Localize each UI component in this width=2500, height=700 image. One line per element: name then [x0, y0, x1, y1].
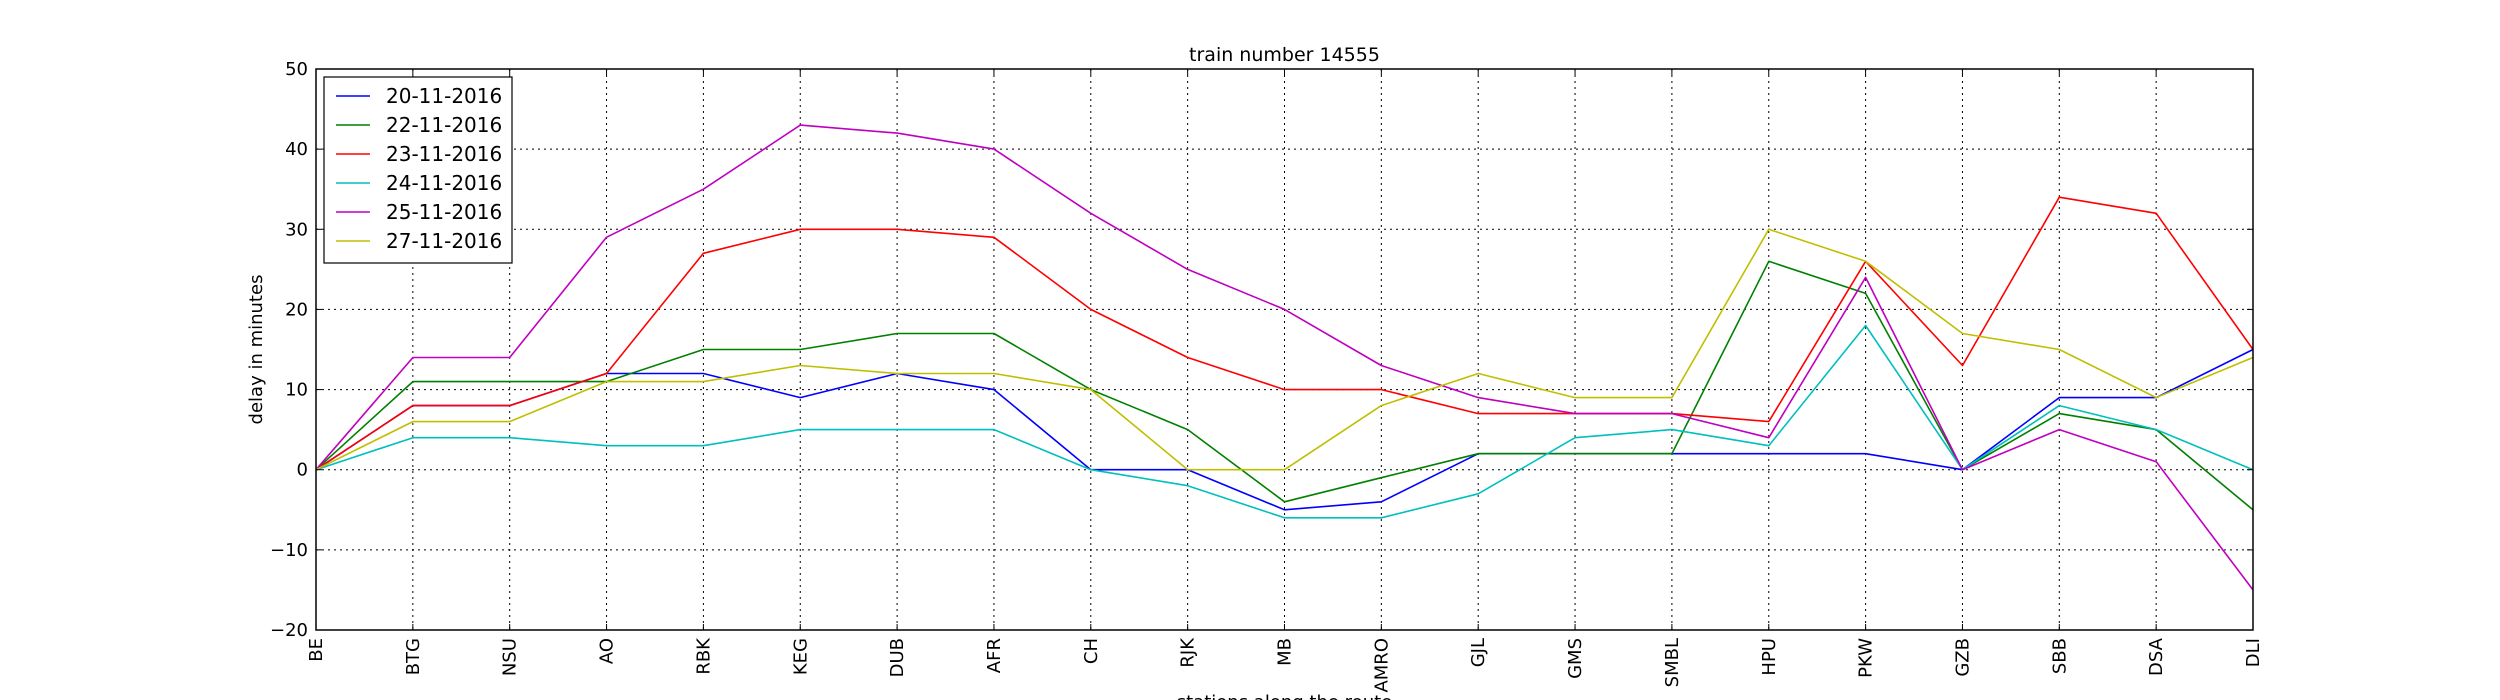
x-tick-label: DUB — [887, 638, 908, 677]
x-tick-label: AFR — [984, 638, 1005, 673]
series-line-23-11-2016 — [315, 196, 2254, 471]
x-axis-title: stations along the route — [1177, 692, 1392, 700]
x-tick-label: RJK — [1178, 637, 1199, 668]
y-tick-label: 50 — [285, 59, 308, 80]
y-tick-label: 10 — [285, 380, 308, 401]
legend-label: 22-11-2016 — [386, 113, 502, 137]
x-tick-label: NSU — [500, 638, 521, 676]
x-tick-label: AO — [597, 638, 618, 664]
x-tick-label: AMRO — [1371, 638, 1392, 693]
series-line-22-11-2016 — [315, 260, 2254, 511]
legend-label: 20-11-2016 — [386, 84, 502, 108]
x-tick-label: GZB — [1952, 638, 1973, 677]
x-tick-label: DSA — [2146, 637, 2167, 676]
y-tick-label: 40 — [285, 139, 308, 160]
x-tick-label: RBK — [693, 637, 714, 675]
y-axis-title: delay in minutes — [246, 275, 267, 425]
x-tick-label: GMS — [1565, 638, 1586, 679]
legend-box — [323, 76, 513, 264]
x-tick-label: PKW — [1856, 638, 1877, 678]
axis-ticks: BE BTG NSU AO RBK KEG DUB AFR CH RJK MB AMRO GJL GMS S… — [270, 59, 2264, 693]
legend-label: 24-11-2016 — [386, 171, 502, 195]
chart-title: train number 14555 — [1189, 44, 1380, 66]
legend: 20-11-2016 22-11-2016 23-11-2016 24-11-2016… — [323, 76, 513, 264]
y-tick-label: 20 — [285, 299, 308, 320]
x-tick-label: KEG — [790, 638, 811, 675]
series-lines — [315, 124, 2254, 591]
series-line-27-11-2016 — [315, 228, 2254, 471]
series-line-24-11-2016 — [315, 324, 2254, 519]
x-tick-label: SMBL — [1662, 638, 1683, 687]
legend-label: 23-11-2016 — [386, 142, 502, 166]
series-line-20-11-2016 — [315, 348, 2254, 511]
series-line-25-11-2016 — [315, 124, 2254, 591]
x-tick-label: HPU — [1759, 638, 1780, 676]
y-tick-label: 30 — [285, 219, 308, 240]
y-tick-label: −10 — [270, 540, 308, 561]
x-tick-label: CH — [1081, 638, 1102, 664]
x-tick-label: GJL — [1468, 638, 1489, 667]
x-tick-label: SBB — [2049, 638, 2070, 674]
legend-label: 27-11-2016 — [386, 229, 502, 253]
x-tick-label: DLI — [2243, 638, 2264, 667]
x-tick-label: BTG — [403, 638, 424, 675]
y-tick-label: −20 — [270, 620, 308, 641]
legend-label: 25-11-2016 — [386, 200, 502, 224]
x-tick-label: BE — [306, 638, 327, 662]
grid — [316, 69, 2253, 630]
y-tick-label: 0 — [297, 460, 308, 481]
x-tick-label: MB — [1275, 638, 1296, 666]
